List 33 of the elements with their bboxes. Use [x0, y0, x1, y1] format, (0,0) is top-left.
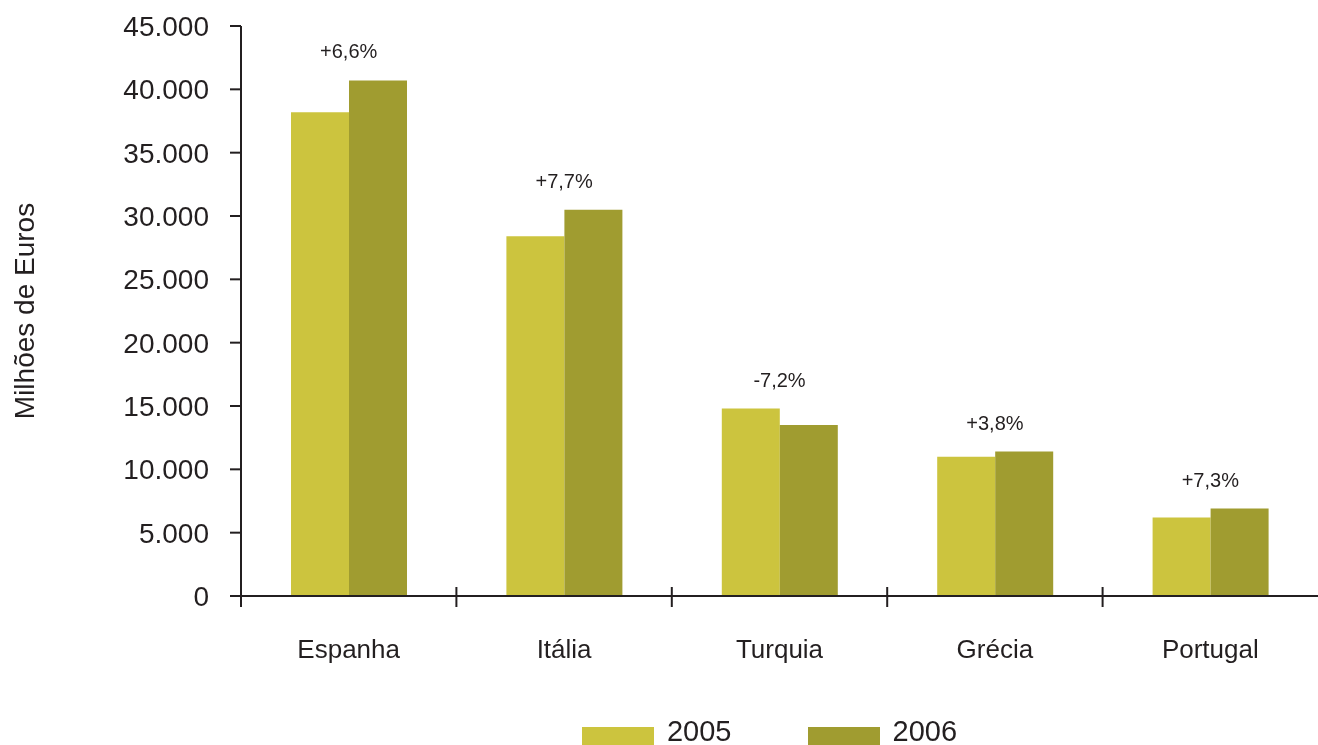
- legend-label: 2005: [666, 715, 732, 745]
- bar: [937, 456, 996, 596]
- x-tick-label: Itália: [536, 634, 593, 664]
- x-tick-label: Portugal: [1161, 634, 1259, 664]
- y-tick-label: 10.000: [123, 454, 209, 486]
- bar: [1152, 517, 1211, 596]
- x-tick-label: Espanha: [297, 634, 401, 664]
- y-tick-label: 30.000: [123, 200, 209, 232]
- bar: [779, 425, 838, 596]
- bar: [721, 408, 780, 596]
- annotation: +7,7%: [535, 169, 593, 192]
- y-axis-title: Milhões de Euros: [8, 202, 40, 420]
- legend-label: 2006: [892, 715, 958, 745]
- x-tick-label: Grécia: [956, 634, 1034, 664]
- bar: [564, 209, 623, 596]
- bar: [1210, 508, 1269, 596]
- annotation: +6,6%: [320, 40, 378, 63]
- y-tick-label: 45.000: [123, 10, 209, 42]
- bar: [291, 112, 349, 596]
- y-tick-label: 5.000: [138, 517, 209, 549]
- y-tick-label: 35.000: [123, 137, 209, 169]
- bar: [506, 236, 565, 596]
- bar: [995, 451, 1054, 596]
- annotation: +7,3%: [1181, 468, 1240, 491]
- y-tick-label: 40.000: [123, 74, 209, 106]
- y-tick-label: 20.000: [123, 327, 209, 359]
- x-tick-label: Turquia: [735, 634, 824, 664]
- annotation: -7,2%: [753, 368, 806, 391]
- annotation: +3,8%: [966, 411, 1024, 434]
- y-tick-label: 25.000: [123, 264, 209, 296]
- bar: [349, 80, 407, 596]
- y-tick-label: 0: [193, 580, 209, 612]
- y-tick-label: 15.000: [123, 390, 209, 422]
